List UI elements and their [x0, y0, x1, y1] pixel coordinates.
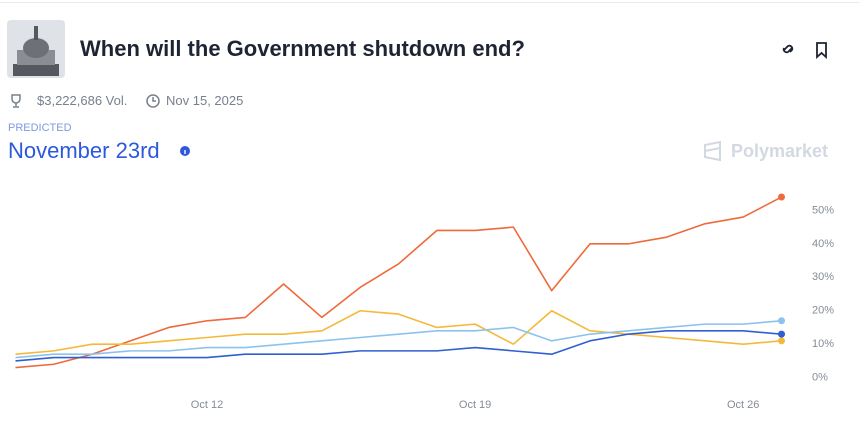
x-tick-label: Oct 12: [191, 399, 223, 411]
actions[interactable]: [780, 40, 830, 60]
series-line: [15, 309, 782, 356]
info-icon[interactable]: [179, 145, 191, 157]
trophy-icon: [11, 94, 21, 108]
x-tick-label: Oct 26: [727, 399, 759, 411]
y-tick-label: 20%: [812, 305, 834, 317]
x-tick-label: Oct 19: [459, 399, 491, 411]
end-dot: [778, 193, 785, 201]
top-border: [0, 2, 860, 3]
market-image: [7, 20, 65, 78]
y-tick-label: 50%: [812, 204, 834, 216]
end-date: Nov 15, 2025: [166, 93, 244, 108]
end-dot: [778, 330, 785, 338]
y-tick-label: 40%: [812, 238, 834, 250]
market-title: When will the Government shutdown end?: [80, 36, 525, 61]
end-dot: [778, 317, 785, 325]
series-line: [15, 330, 782, 362]
clock-icon: [146, 94, 160, 108]
predicted-label: PREDICTED: [8, 122, 72, 134]
y-tick-label: 10%: [812, 338, 834, 350]
series-line: [15, 319, 782, 359]
series-line: [15, 196, 782, 369]
y-tick-label: 30%: [812, 271, 834, 283]
end-dot: [778, 337, 785, 345]
volume: $3,222,686 Vol.: [37, 93, 128, 108]
y-tick-label: 0%: [812, 372, 828, 384]
brand: Polymarket: [731, 141, 829, 161]
brand-logo: [704, 140, 721, 162]
predicted-value: November 23rd: [8, 138, 160, 163]
